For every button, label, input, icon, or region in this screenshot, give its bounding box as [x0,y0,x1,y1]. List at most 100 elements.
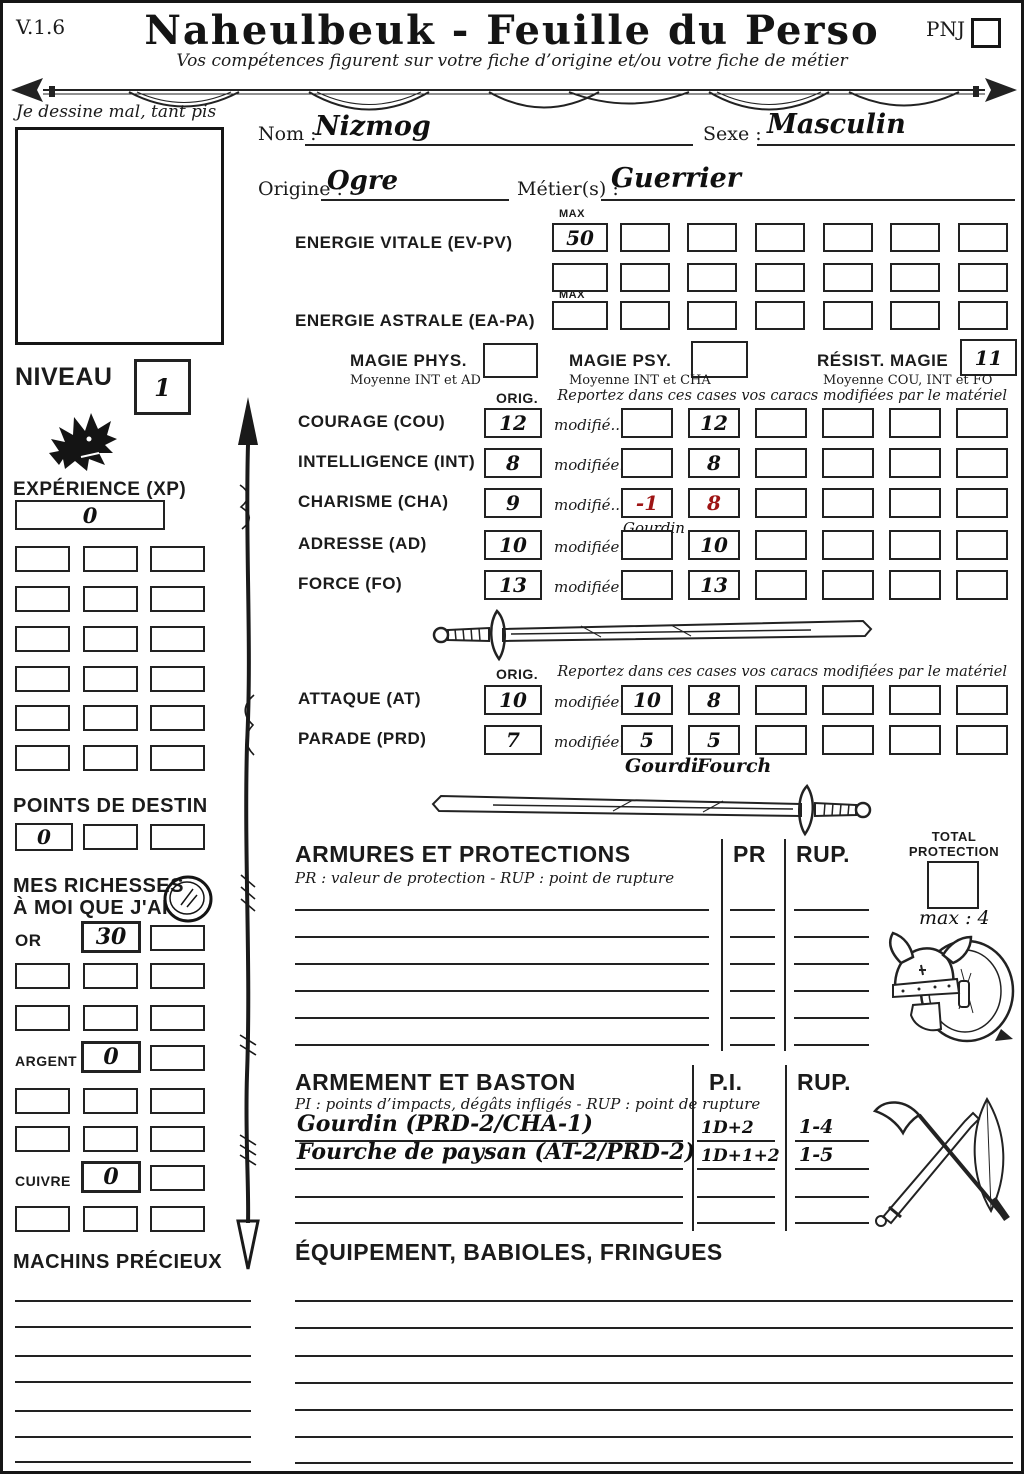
weapon-desc-line[interactable] [295,1196,683,1198]
stat-mod-box[interactable] [889,570,941,600]
stat-mod-box[interactable] [889,530,941,560]
xp-cell[interactable] [83,546,138,572]
stat-mod-box[interactable] [822,530,874,560]
stat-mod-box[interactable] [956,530,1008,560]
energie-astrale-cell[interactable] [687,301,737,330]
xp-cell[interactable] [83,586,138,612]
weapon-rup-value[interactable]: 1-5 [799,1144,834,1166]
armure-rup-line[interactable] [794,936,869,938]
stat-mod-box[interactable]: 5 [621,725,673,755]
armure-pr-line[interactable] [730,1044,775,1046]
weapon-pi-value[interactable]: 1D+1+2 [701,1146,780,1166]
armure-rup-line[interactable] [794,909,869,911]
stat-mod-box[interactable]: 8 [688,488,740,518]
energie-astrale-cell[interactable] [620,301,670,330]
equipement-line[interactable] [295,1300,1013,1302]
stat-mod-box[interactable]: 13 [688,570,740,600]
machins-line[interactable] [15,1410,251,1412]
weapon-pi-line[interactable] [697,1222,775,1224]
stat-mod-box[interactable] [822,570,874,600]
stat-mod-box[interactable]: 5 [688,725,740,755]
energie-vitale-cell[interactable] [687,223,737,252]
xp-cell[interactable] [15,546,70,572]
or-box[interactable]: 30 [81,921,141,953]
armure-rup-line[interactable] [794,1044,869,1046]
xp-total-box[interactable]: 0 [15,500,165,530]
stat-mod-box[interactable] [889,725,941,755]
stat-mod-box[interactable] [956,448,1008,478]
armure-pr-line[interactable] [730,990,775,992]
stat-mod-box[interactable] [755,448,807,478]
richesse-cell[interactable] [150,1005,205,1031]
richesse-cell[interactable] [150,1088,205,1114]
weapon-rup-line[interactable] [795,1196,869,1198]
armure-rup-line[interactable] [794,1017,869,1019]
weapon-rup-line[interactable] [795,1168,869,1170]
xp-cell[interactable] [15,705,70,731]
armure-pr-line[interactable] [730,909,775,911]
armure-rup-line[interactable] [794,963,869,965]
destin-box-2[interactable] [83,824,138,850]
stat-mod-box[interactable] [755,488,807,518]
stat-orig-box[interactable]: 7 [484,725,542,755]
stat-mod-box[interactable] [956,570,1008,600]
equipement-line[interactable] [295,1382,1013,1384]
stat-mod-box[interactable]: 8 [688,685,740,715]
or-box-2[interactable] [150,925,205,951]
stat-mod-box[interactable] [755,685,807,715]
nom-value[interactable]: Nizmog [315,111,431,142]
xp-cell[interactable] [15,745,70,771]
richesse-cell[interactable] [15,963,70,989]
richesse-cell[interactable] [150,963,205,989]
stat-mod-box[interactable] [822,448,874,478]
machins-line[interactable] [15,1326,251,1328]
richesse-cell[interactable] [15,1005,70,1031]
energie-astrale-cell[interactable] [958,301,1008,330]
richesse-cell[interactable] [150,1126,205,1152]
energie-vitale-cell[interactable] [755,263,805,292]
energie-vitale-cell[interactable] [620,223,670,252]
machins-line[interactable] [15,1300,251,1302]
stat-mod-box[interactable] [755,530,807,560]
armure-desc-line[interactable] [295,1017,709,1019]
armure-desc-line[interactable] [295,936,709,938]
stat-mod-box[interactable] [889,448,941,478]
xp-cell[interactable] [83,626,138,652]
cuivre-box-2[interactable] [150,1165,205,1191]
stat-orig-box[interactable]: 10 [484,530,542,560]
xp-cell[interactable] [150,546,205,572]
destin-box-1[interactable]: 0 [15,823,73,851]
xp-cell[interactable] [150,666,205,692]
equipement-line[interactable] [295,1355,1013,1357]
energie-astrale-cell[interactable] [890,301,940,330]
energie-astrale-cell[interactable] [552,301,608,330]
weapon-rup-line[interactable] [795,1140,869,1142]
energie-vitale-cell[interactable] [890,263,940,292]
energie-vitale-cell[interactable] [552,263,608,292]
niveau-box[interactable]: 1 [134,359,191,415]
xp-cell[interactable] [15,586,70,612]
energie-vitale-cell[interactable] [958,263,1008,292]
richesse-cell[interactable] [83,1206,138,1232]
richesse-cell[interactable] [83,1088,138,1114]
energie-vitale-cell[interactable] [823,263,873,292]
stat-mod-box[interactable] [822,685,874,715]
stat-mod-box[interactable] [822,488,874,518]
armure-desc-line[interactable] [295,909,709,911]
equipement-line[interactable] [295,1327,1013,1329]
stat-mod-box[interactable] [956,685,1008,715]
xp-cell[interactable] [83,705,138,731]
total-protection-box[interactable] [927,861,979,909]
stat-mod-box[interactable] [889,408,941,438]
stat-mod-box[interactable] [956,725,1008,755]
stat-mod-box[interactable]: 12 [688,408,740,438]
magie-phys-box[interactable] [483,343,538,378]
portrait-box[interactable] [15,127,224,345]
stat-mod-box[interactable] [621,530,673,560]
weapon-pi-line[interactable] [697,1140,775,1142]
richesse-cell[interactable] [15,1126,70,1152]
xp-cell[interactable] [150,586,205,612]
weapon-name[interactable]: Gourdin (PRD-2/CHA-1) [297,1111,593,1137]
stat-mod-box[interactable]: 8 [688,448,740,478]
stat-mod-box[interactable]: -1 [621,488,673,518]
